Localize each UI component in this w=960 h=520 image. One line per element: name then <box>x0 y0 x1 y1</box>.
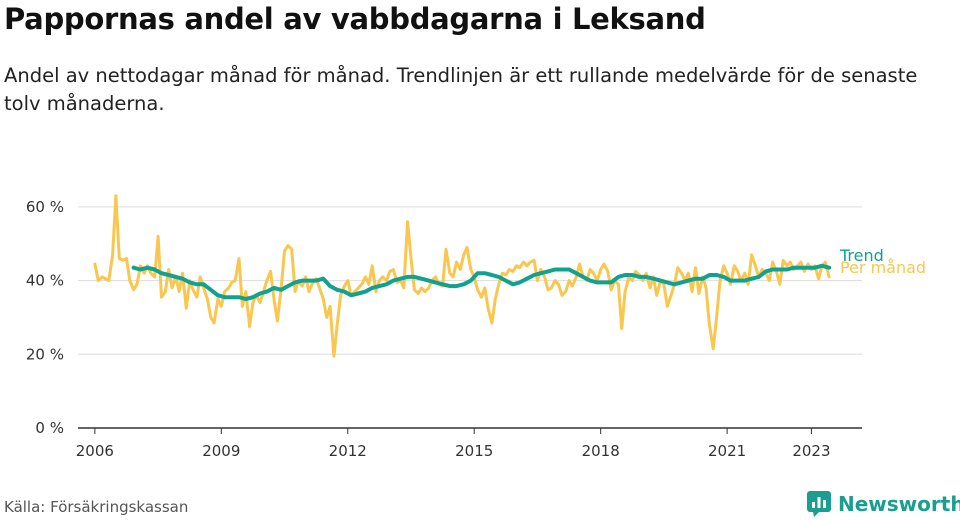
newsworthy-logo-icon <box>807 491 831 517</box>
series-line-trend <box>131 263 832 301</box>
chart-subtitle: Andel av nettodagar månad för månad. Tre… <box>4 64 918 115</box>
legend-label-per-manad: Per månad <box>840 258 926 277</box>
source-note: Källa: Försäkringskassan <box>4 498 189 516</box>
x-tick-label: 2021 <box>708 442 746 460</box>
x-tick-label: 2009 <box>202 442 240 460</box>
y-axis-ticks: 0 % 20 % 40 % 60 % <box>26 198 64 437</box>
brand[interactable]: Newsworthy <box>806 490 960 518</box>
y-tick-label: 60 % <box>26 198 64 216</box>
legend-label-trend: Trend <box>839 246 884 265</box>
x-tick-label: 2015 <box>455 442 493 460</box>
x-tick-label: 2012 <box>329 442 367 460</box>
y-tick-label: 40 % <box>26 272 64 290</box>
x-axis-ticks: 2006 2009 2012 2015 2018 2021 2023 <box>76 427 862 460</box>
chart-title: Pappornas andel av vabbdagarna i Leksand <box>4 2 706 36</box>
y-tick-label: 20 % <box>26 345 64 363</box>
series-layer <box>93 194 832 358</box>
y-tick-label: 0 % <box>35 419 64 437</box>
x-tick-label: 2018 <box>582 442 620 460</box>
x-tick-label: 2006 <box>76 442 114 460</box>
brand-name: Newsworthy <box>838 492 960 516</box>
series-line-per-manad <box>93 194 831 358</box>
x-tick-label: 2023 <box>792 442 830 460</box>
